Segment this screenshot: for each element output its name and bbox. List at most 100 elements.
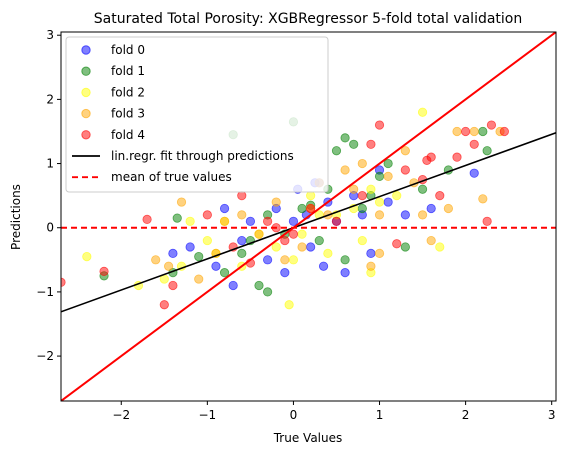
data-point xyxy=(340,268,350,278)
data-point xyxy=(486,120,497,130)
legend-marker xyxy=(81,87,91,98)
data-point xyxy=(211,261,221,271)
data-point xyxy=(374,197,385,207)
data-point xyxy=(245,216,255,226)
series-fold-3 xyxy=(151,126,505,284)
data-point xyxy=(185,216,195,226)
data-point xyxy=(254,280,264,291)
plot-frame xyxy=(60,31,557,402)
data-point xyxy=(194,274,204,284)
data-point xyxy=(400,210,410,220)
data-point xyxy=(482,146,492,156)
data-point xyxy=(357,203,367,214)
data-point xyxy=(478,126,488,137)
plot-data-layer xyxy=(61,32,556,401)
data-point xyxy=(469,139,479,149)
data-point xyxy=(219,216,230,226)
data-point xyxy=(340,133,350,143)
x-tick-label: 3 xyxy=(548,408,556,422)
data-point xyxy=(185,242,195,252)
y-tick-label: 0 xyxy=(46,221,54,235)
y-tick-label: 1 xyxy=(46,157,54,171)
legend-marker xyxy=(81,108,91,119)
data-point xyxy=(159,300,169,310)
data-point xyxy=(331,216,342,226)
regression-line xyxy=(61,132,556,313)
data-point xyxy=(61,277,66,287)
data-point xyxy=(478,194,488,204)
x-tick-label: 1 xyxy=(376,408,384,422)
data-point xyxy=(452,152,462,162)
legend-label: lin.regr. fit through predictions xyxy=(111,149,294,163)
x-tick-label: 0 xyxy=(290,408,298,422)
data-point xyxy=(340,255,350,265)
y-axis-label: Predictions xyxy=(9,184,23,250)
data-point xyxy=(366,184,376,194)
data-point xyxy=(417,184,428,194)
legend-label: fold 3 xyxy=(111,107,145,121)
data-point xyxy=(263,216,273,226)
data-point xyxy=(400,242,410,252)
data-point xyxy=(202,210,212,220)
x-tick-label: −2 xyxy=(112,408,130,422)
data-point xyxy=(400,165,410,175)
legend-marker xyxy=(81,66,91,76)
data-point xyxy=(306,242,316,252)
legend-marker xyxy=(81,130,91,140)
data-point xyxy=(331,146,342,156)
data-point xyxy=(219,203,230,214)
data-point xyxy=(469,168,479,178)
data-point xyxy=(263,255,273,265)
data-point xyxy=(202,235,212,246)
data-point xyxy=(151,255,161,265)
data-point xyxy=(228,280,238,291)
data-point xyxy=(374,120,385,130)
y-tick-label: −2 xyxy=(36,349,54,363)
x-axis-label: True Values xyxy=(273,431,343,445)
data-point xyxy=(426,203,436,214)
data-point xyxy=(349,184,359,194)
data-point xyxy=(271,197,281,207)
data-point xyxy=(176,197,187,207)
data-point xyxy=(280,235,290,246)
y-tick-label: 2 xyxy=(46,92,54,106)
data-point xyxy=(366,248,376,258)
legend-marker xyxy=(81,45,91,55)
data-point xyxy=(237,210,247,220)
data-point xyxy=(482,216,492,226)
data-point xyxy=(306,203,316,214)
data-point xyxy=(263,287,273,297)
data-point xyxy=(366,139,376,149)
data-point xyxy=(426,235,436,246)
data-point xyxy=(357,191,367,201)
data-point xyxy=(366,261,376,271)
data-point xyxy=(323,248,333,258)
data-point xyxy=(469,126,479,137)
data-point xyxy=(297,203,307,214)
data-point xyxy=(374,248,385,258)
y-tick-label: 3 xyxy=(46,28,54,42)
data-point xyxy=(237,191,247,201)
data-point xyxy=(417,107,428,117)
y-tick-label: −1 xyxy=(36,285,54,299)
data-point xyxy=(172,213,182,223)
data-point xyxy=(306,191,316,201)
identity-line xyxy=(61,32,556,401)
data-point xyxy=(254,229,264,239)
data-point xyxy=(392,191,402,201)
data-point xyxy=(383,158,393,169)
data-point xyxy=(314,235,324,246)
data-point xyxy=(461,126,471,137)
legend-label: fold 4 xyxy=(111,128,145,142)
data-point xyxy=(297,229,307,239)
data-point xyxy=(284,300,294,310)
data-point xyxy=(374,210,385,220)
data-point xyxy=(297,242,307,252)
data-point xyxy=(357,235,367,246)
data-point xyxy=(82,252,92,262)
data-point xyxy=(237,235,247,246)
data-point xyxy=(392,239,402,249)
data-point xyxy=(443,203,453,214)
data-point xyxy=(168,280,178,291)
data-point xyxy=(164,261,174,271)
